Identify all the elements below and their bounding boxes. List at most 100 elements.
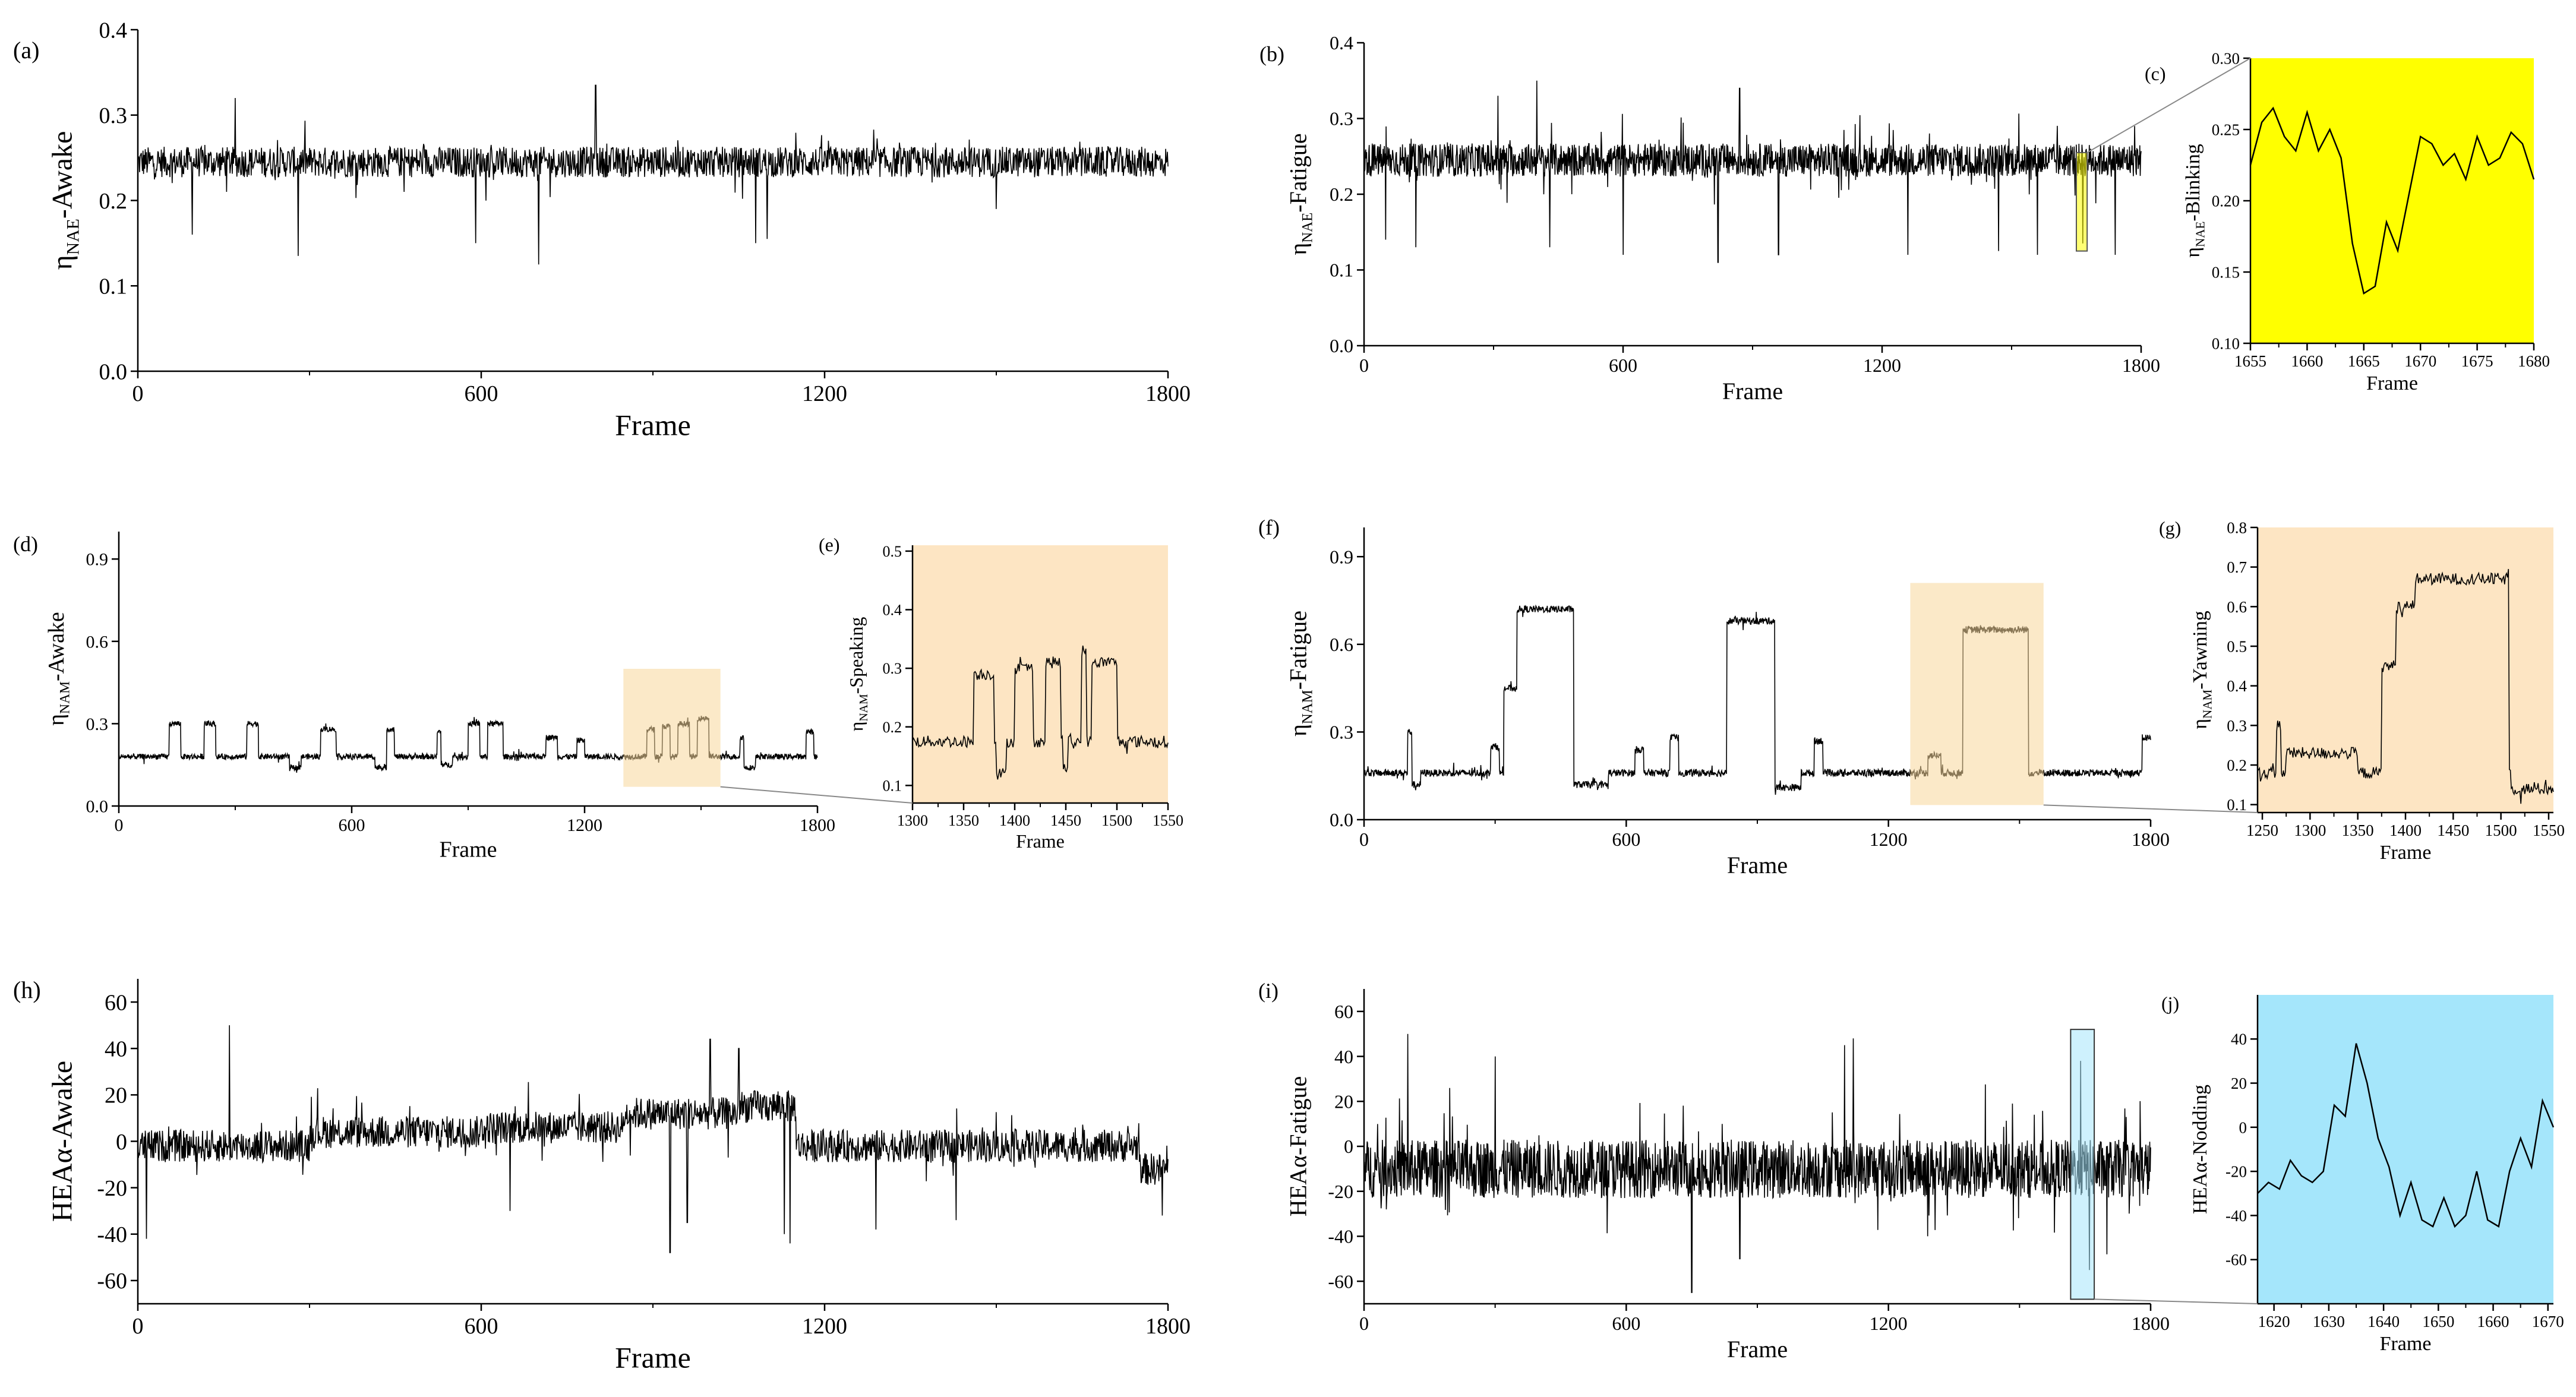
x-tick-label: 600 — [465, 381, 498, 406]
x-tick-label: 1800 — [2132, 1313, 2170, 1334]
speaking-highlight-box — [623, 669, 721, 787]
x-tick-label: 1550 — [2533, 821, 2565, 839]
y-tick-label: 0.9 — [1330, 546, 1353, 567]
x-axis-label: Frame — [1722, 378, 1783, 404]
x-axis-label: Frame — [2380, 842, 2432, 864]
y-tick-label: 0.6 — [1330, 634, 1353, 655]
panel-f: 0 600 1200 1800 0.0 0.3 0.6 0.9 (f) Frame ηNAM-Fat… — [1258, 516, 2170, 878]
y-tick-label: 0 — [1344, 1136, 1353, 1157]
x-tick-label: 1800 — [2132, 829, 2170, 850]
x-tick-label: 1200 — [1870, 829, 1908, 850]
x-tick-label: 1800 — [800, 816, 835, 835]
series-line — [137, 1025, 1169, 1253]
y-tick-label: -40 — [1328, 1226, 1353, 1247]
y-tick-label: -40 — [97, 1222, 127, 1247]
x-tick-label: 0 — [132, 1314, 144, 1339]
x-axis-label: Frame — [2380, 1333, 2432, 1355]
x-tick-label: 1250 — [2246, 821, 2278, 839]
x-tick-label: 1400 — [999, 812, 1030, 829]
x-tick-label: 1800 — [1145, 1314, 1191, 1339]
x-axis-label: Frame — [1727, 852, 1788, 878]
x-tick-label: 1500 — [2485, 821, 2517, 839]
y-tick-label: -40 — [2225, 1207, 2247, 1225]
x-tick-label: 1675 — [2461, 352, 2493, 370]
x-tick-label: 1630 — [2313, 1313, 2345, 1330]
y-tick-label: 0.4 — [2227, 677, 2247, 695]
panel-label: (i) — [1258, 979, 1278, 1003]
y-tick-label: 0.5 — [883, 543, 902, 560]
x-tick-label: 1650 — [2422, 1313, 2454, 1330]
y-axis-label: ηNAE-Awake — [47, 131, 83, 270]
x-tick-label: 1400 — [2389, 821, 2422, 839]
panel-g: 1250 1300 1350 1400 1450 1500 1550 0.1 0.2 0.3 0.4… — [2159, 517, 2565, 864]
y-tick-label: 20 — [2231, 1074, 2247, 1092]
y-tick-label: 0.25 — [2212, 121, 2240, 138]
x-tick-label: 1450 — [1050, 812, 1081, 829]
series-line — [2257, 568, 2554, 804]
y-tick-label: 40 — [1334, 1046, 1353, 1067]
y-tick-label: 0 — [116, 1130, 127, 1155]
yawning-highlight-box — [1910, 583, 2044, 805]
y-tick-label: -60 — [2225, 1251, 2247, 1269]
x-tick-label: 1200 — [802, 381, 847, 406]
y-axis-label: ηNAE-Blinking — [2182, 144, 2208, 257]
x-tick-label: 1620 — [2258, 1313, 2290, 1330]
x-axis-label: Frame — [439, 837, 497, 862]
y-axis-label: ηNAM-Yawning — [2189, 611, 2215, 729]
y-tick-label: 0.1 — [99, 274, 128, 299]
series-line — [2257, 1043, 2555, 1228]
nodding-highlight-box — [2070, 1029, 2095, 1300]
panel-label: (b) — [1259, 42, 1284, 66]
y-tick-label: 0.0 — [86, 797, 109, 817]
x-tick-label: 600 — [1612, 1313, 1640, 1334]
panel-i: 0 600 1200 1800 -60 -40 -20 0 20 40 60 (i) Frame HEAα… — [1258, 979, 2170, 1363]
x-tick-label: 1680 — [2518, 352, 2550, 370]
y-tick-label: 0.6 — [2227, 598, 2247, 616]
x-tick-label: 1300 — [897, 812, 928, 829]
x-tick-label: 1655 — [2234, 352, 2266, 370]
panel-label: (h) — [13, 976, 41, 1003]
y-tick-label: 0.20 — [2212, 192, 2240, 210]
series-line — [137, 84, 1169, 265]
y-tick-label: 0.4 — [1330, 32, 1353, 53]
y-tick-label: 40 — [105, 1037, 127, 1062]
x-tick-label: 1350 — [2342, 821, 2374, 839]
y-tick-label: -60 — [1328, 1270, 1353, 1292]
x-tick-label: 1800 — [2122, 355, 2160, 376]
x-tick-label: 1660 — [2291, 352, 2323, 370]
x-axis-label: Frame — [2366, 372, 2418, 394]
x-tick-label: 600 — [1612, 829, 1640, 850]
y-tick-label: 0.3 — [99, 103, 128, 128]
y-tick-label: 0.10 — [2212, 334, 2240, 352]
x-tick-label: 1665 — [2348, 352, 2380, 370]
panel-j: 1620 1630 1640 1650 1660 1670 -60 -40 -20 0 20 40 (j… — [2161, 993, 2564, 1355]
panel-label: (c) — [2145, 63, 2166, 84]
y-tick-label: 0.1 — [2227, 796, 2247, 814]
y-tick-label: 60 — [105, 990, 127, 1015]
y-tick-label: 0.8 — [2227, 519, 2247, 536]
x-tick-label: 1200 — [567, 816, 602, 835]
y-axis-label: HEAα-Awake — [47, 1061, 78, 1222]
y-tick-label: 0.0 — [1330, 335, 1353, 356]
x-tick-label: 1550 — [1153, 812, 1183, 829]
x-tick-label: 1670 — [2404, 352, 2436, 370]
y-tick-label: -20 — [97, 1176, 127, 1201]
x-tick-label: 1300 — [2294, 821, 2326, 839]
y-tick-label: 20 — [1334, 1091, 1353, 1112]
y-tick-label: 0.3 — [883, 660, 902, 677]
x-tick-label: 1350 — [948, 812, 979, 829]
y-tick-label: 0.15 — [2212, 263, 2240, 281]
y-axis-label: ηNAM-Fatigue — [1284, 611, 1315, 737]
x-tick-label: 1800 — [1145, 381, 1191, 406]
y-axis-label: ηNAE-Fatigue — [1284, 133, 1315, 255]
x-tick-label: 600 — [465, 1314, 498, 1339]
x-axis-label: Frame — [615, 409, 691, 442]
zoom-connector — [2094, 1298, 2258, 1304]
x-axis-label: Frame — [1016, 830, 1065, 852]
x-tick-label: 1200 — [1870, 1313, 1908, 1334]
y-tick-label: -20 — [2225, 1163, 2247, 1181]
panel-label: (f) — [1258, 516, 1280, 539]
y-tick-label: 0.2 — [99, 189, 128, 214]
y-tick-label: 0.0 — [1330, 809, 1353, 830]
